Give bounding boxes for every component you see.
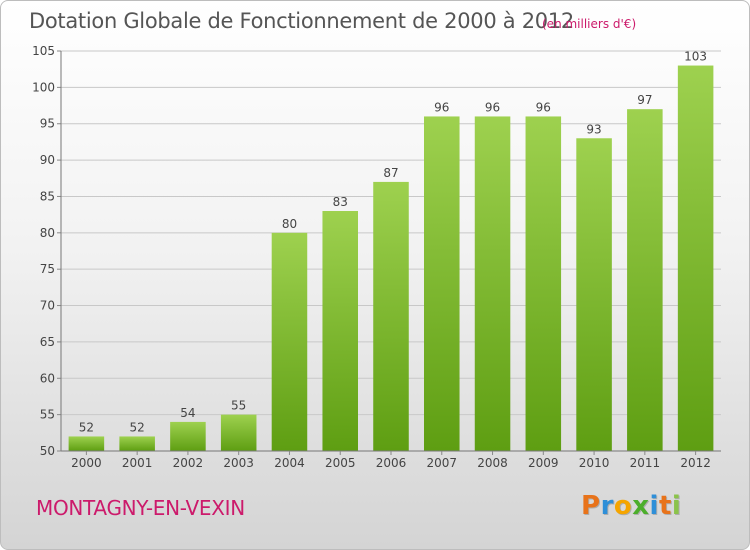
- x-tick-label: 2008: [477, 456, 508, 470]
- y-tick-label: 70: [40, 299, 55, 313]
- data-label: 52: [79, 420, 94, 434]
- bar-2001: [119, 436, 155, 451]
- y-tick-label: 95: [40, 117, 55, 131]
- bar-2005: [322, 211, 358, 451]
- y-tick-label: 100: [32, 80, 55, 94]
- bar-2003: [220, 414, 257, 451]
- x-tick-label: 2005: [325, 456, 356, 470]
- x-tick-label: 2007: [426, 456, 457, 470]
- data-label: 96: [485, 100, 500, 114]
- data-label: 54: [180, 406, 195, 420]
- logo-letter: i: [649, 491, 659, 521]
- x-tick-label: 2002: [173, 456, 204, 470]
- data-label: 96: [536, 100, 551, 114]
- bar-2010: [576, 138, 612, 452]
- bar-2007: [424, 116, 460, 452]
- chart-title: Dotation Globale de Fonctionnement de 20…: [29, 9, 574, 33]
- data-label: 52: [130, 420, 145, 434]
- x-tick-label: 2011: [630, 456, 661, 470]
- labels: 50 55 60 65 70 75 80 85 90 95 100 105 2000 52 2001 52 20…: [32, 44, 711, 470]
- data-label: 103: [684, 50, 707, 64]
- logo-letter: r: [600, 491, 614, 521]
- y-tick-label: 55: [40, 408, 55, 422]
- logo-letter: o: [613, 491, 633, 521]
- y-tick-label: 80: [40, 226, 55, 240]
- y-tick-label: 60: [40, 371, 55, 385]
- bar-2004: [271, 232, 308, 451]
- x-tick-label: 2003: [223, 456, 254, 470]
- logo-letter: t: [658, 491, 672, 521]
- bar-2006: [373, 181, 409, 451]
- chart-unit: (en milliers d'€): [542, 17, 637, 31]
- bar-2009: [525, 116, 562, 452]
- bars: [68, 65, 714, 452]
- x-tick-label: 2000: [71, 456, 102, 470]
- data-label: 87: [383, 166, 398, 180]
- x-tick-label: 2006: [376, 456, 407, 470]
- bar-2012: [677, 65, 714, 451]
- logo-letter: x: [632, 491, 650, 521]
- commune-name: MONTAGNY-EN-VEXIN: [36, 496, 245, 520]
- data-label: 80: [282, 217, 297, 231]
- data-label: 83: [333, 195, 348, 209]
- bar-2008: [474, 116, 511, 452]
- x-tick-label: 2012: [680, 456, 711, 470]
- x-tick-label: 2009: [528, 456, 559, 470]
- data-label: 97: [637, 93, 652, 107]
- y-tick-label: 90: [40, 153, 55, 167]
- proxiti-logo[interactable]: Proxiti: [581, 491, 681, 521]
- data-label: 55: [231, 399, 246, 413]
- x-tick-label: 2010: [579, 456, 610, 470]
- data-label: 96: [434, 100, 449, 114]
- logo-letter: P: [581, 491, 601, 521]
- bar-2002: [170, 421, 206, 451]
- y-tick-label: 65: [40, 335, 55, 349]
- y-tick-label: 105: [32, 44, 55, 58]
- y-tick-label: 85: [40, 189, 55, 203]
- bar-2011: [627, 109, 663, 451]
- axes: [57, 50, 721, 455]
- x-tick-label: 2001: [122, 456, 153, 470]
- x-tick-label: 2004: [274, 456, 305, 470]
- logo-letter: i: [671, 491, 682, 521]
- y-tick-label: 75: [40, 262, 55, 276]
- bar-2000: [68, 436, 105, 451]
- data-label: 93: [586, 122, 601, 136]
- y-tick-label: 50: [40, 444, 55, 458]
